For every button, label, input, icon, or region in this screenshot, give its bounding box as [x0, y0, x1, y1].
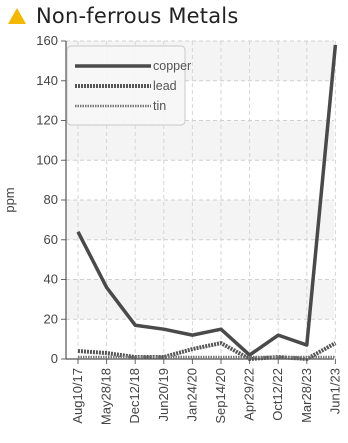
plot-band [66, 200, 334, 240]
legend-label-copper: copper [153, 59, 191, 73]
y-tick-label: 20 [44, 311, 58, 326]
panel-title: Non-ferrous Metals [36, 4, 239, 28]
warning-triangle-icon [6, 5, 28, 27]
x-tick-label: Jan24/20 [184, 368, 199, 422]
x-tick-label: Oct12/22 [270, 368, 285, 421]
series-line-copper [76, 44, 338, 357]
y-tick-label: 120 [36, 113, 58, 128]
legend-label-lead: lead [153, 79, 177, 93]
y-tick-label: 40 [44, 272, 58, 287]
x-tick-label: Jun20/19 [156, 368, 171, 422]
legend-label-tin: tin [153, 99, 166, 113]
x-tick-label: May28/18 [99, 368, 114, 425]
x-tick-label: Apr29/22 [242, 368, 257, 421]
y-tick-label: 80 [44, 192, 58, 207]
y-tick-label: 0 [51, 351, 58, 366]
x-tick-label: Dec12/18 [127, 368, 142, 424]
y-tick-label: 100 [36, 152, 58, 167]
x-tick-label: Aug10/17 [70, 368, 85, 424]
y-axis-label: ppm [2, 187, 17, 212]
plot-band [66, 120, 334, 161]
x-tick-label: Mar28/23 [299, 368, 314, 423]
x-tick-label: Sep14/20 [213, 368, 228, 424]
panel-header: Non-ferrous Metals [0, 0, 348, 32]
y-tick-label: 60 [44, 232, 58, 247]
series-line-lead [77, 341, 337, 361]
y-tick-label: 160 [36, 33, 58, 48]
x-tick-label: Jun1/23 [327, 368, 342, 414]
plot-band [66, 279, 334, 320]
y-tick-label: 140 [36, 73, 58, 88]
